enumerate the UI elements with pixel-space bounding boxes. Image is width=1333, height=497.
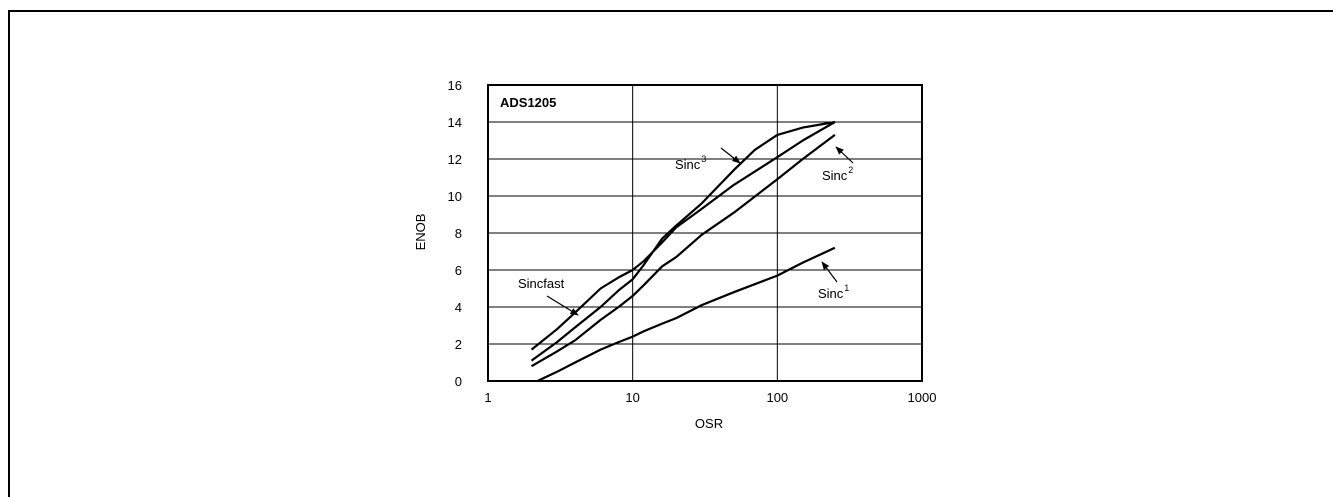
x-tick-label: 10 [625, 390, 639, 405]
annotation-sincfast: Sincfast [518, 276, 579, 316]
series-lines [530, 120, 836, 382]
x-tick-label: 1 [484, 390, 491, 405]
series-label: Sinc1 [818, 283, 849, 301]
series-annotations: Sincfast Sinc3 Sinc2 Sinc1 [518, 146, 854, 316]
series-line-sinc2 [530, 134, 836, 368]
series-label: Sinc2 [822, 165, 853, 183]
annotation-arrow [720, 147, 741, 164]
y-tick-label: 16 [448, 78, 462, 93]
annotation-sinc3: Sinc3 [675, 147, 741, 172]
y-tick-label: 8 [455, 226, 462, 241]
y-tick-label: 2 [455, 337, 462, 352]
y-tick-label: 14 [448, 115, 462, 130]
tick-labels: 1 10 100 1000 0 2 4 6 8 10 12 14 16 [448, 78, 937, 405]
y-tick-label: 4 [455, 300, 462, 315]
y-tick-label: 10 [448, 189, 462, 204]
plot-border [487, 84, 923, 382]
y-tick-label: 6 [455, 263, 462, 278]
annotation-arrow [546, 295, 579, 316]
x-tick-label: 1000 [908, 390, 937, 405]
series-label: Sincfast [518, 276, 565, 291]
series-line-sinc3 [530, 120, 836, 362]
y-tick-label: 12 [448, 152, 462, 167]
annotation-arrow [821, 261, 838, 283]
x-tick-label: 100 [766, 390, 788, 405]
annotation-sinc2: Sinc2 [822, 146, 854, 183]
annotation-arrow [835, 146, 854, 164]
annotation-sinc1: Sinc1 [818, 261, 849, 301]
x-axis-label: OSR [695, 416, 723, 431]
y-tick-label: 0 [455, 374, 462, 389]
chart-title: ADS1205 [500, 95, 556, 110]
y-axis-label: ENOB [413, 214, 428, 251]
series-line-sinc1 [537, 246, 836, 382]
series-label: Sinc3 [675, 154, 706, 172]
figure-frame [8, 10, 1333, 497]
